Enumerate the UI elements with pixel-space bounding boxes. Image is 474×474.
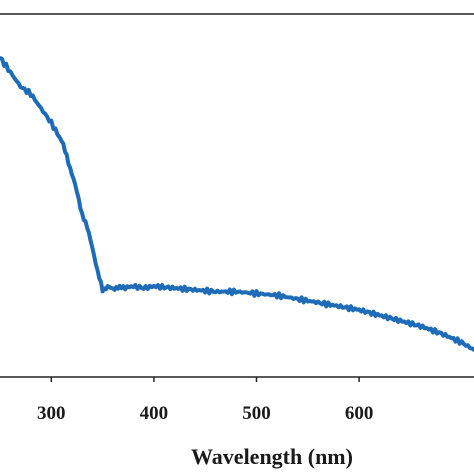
x-axis-title: Wavelength (nm) [191,444,353,469]
x-tick-label-400: 400 [140,403,169,424]
series-line [0,56,474,352]
x-tick-label-300: 300 [37,403,66,424]
x-axis-ticks: 300 400 500 600 [37,377,373,424]
x-tick-label-500: 500 [242,403,271,424]
plot-area [0,13,474,378]
x-tick-label-600: 600 [345,403,374,424]
